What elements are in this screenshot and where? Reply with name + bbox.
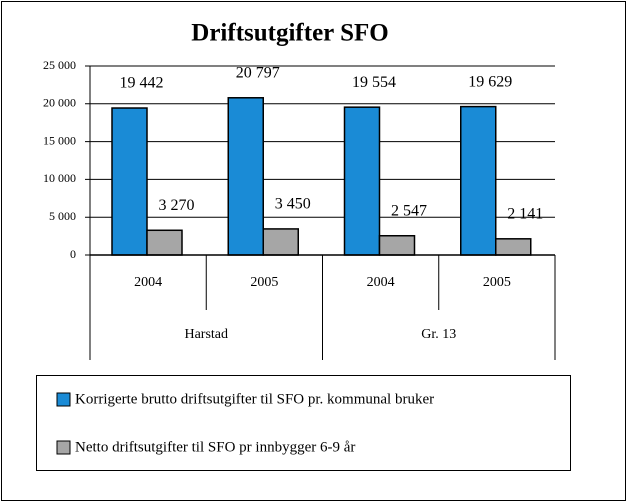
legend-label: Korrigerte brutto driftsutgifter til SFO… xyxy=(75,391,434,407)
y-tick-label: 25 000 xyxy=(43,58,76,72)
bar xyxy=(378,234,416,256)
data-label: 19 554 xyxy=(352,74,396,91)
bar xyxy=(495,238,532,256)
legend-swatch xyxy=(56,392,71,407)
x-tick-label: 2004 xyxy=(134,275,162,290)
legend-box xyxy=(36,375,571,471)
group-label: Harstad xyxy=(184,327,228,342)
bar xyxy=(111,107,148,256)
y-tick-label: 20 000 xyxy=(43,96,76,110)
x-tick-label: 2005 xyxy=(250,275,278,290)
bar xyxy=(227,97,264,256)
y-tick-label: 15 000 xyxy=(43,133,76,147)
data-label: 2 141 xyxy=(507,205,543,222)
legend-label: Netto driftsutgifter til SFO pr innbygge… xyxy=(75,439,355,455)
y-tick-label: 5 000 xyxy=(49,209,76,223)
chart-title: Driftsutgifter SFO xyxy=(191,20,388,47)
data-label: 19 629 xyxy=(468,73,512,90)
y-tick-label: 0 xyxy=(70,247,76,261)
group-label: Gr. 13 xyxy=(421,327,456,342)
data-label: 19 442 xyxy=(120,75,164,92)
x-tick-label: 2004 xyxy=(367,275,395,290)
bar xyxy=(262,228,299,256)
data-label: 3 270 xyxy=(159,197,195,214)
data-label: 2 547 xyxy=(391,202,427,219)
legend-swatch xyxy=(56,440,71,455)
bar xyxy=(146,229,183,256)
data-label: 3 450 xyxy=(275,196,311,213)
bar xyxy=(343,106,381,256)
bar xyxy=(460,105,497,256)
y-tick-label: 10 000 xyxy=(43,171,76,185)
data-label: 20 797 xyxy=(236,64,280,81)
x-tick-label: 2005 xyxy=(483,275,511,290)
